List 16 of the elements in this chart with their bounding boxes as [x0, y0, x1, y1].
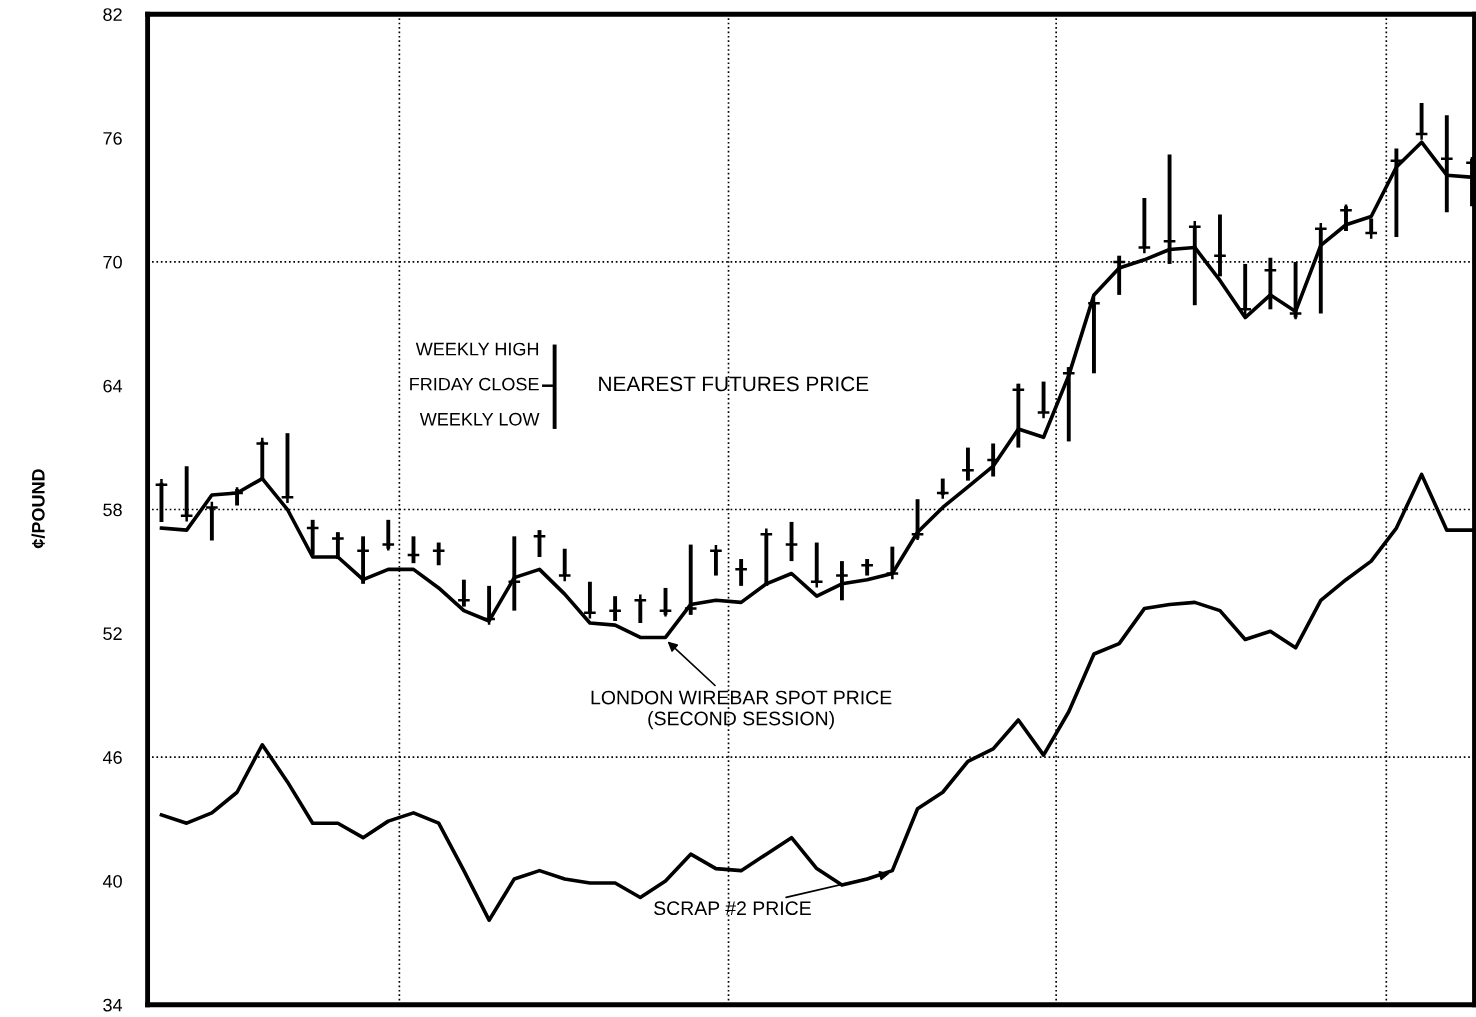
y-tick-label: 34 — [103, 998, 123, 1012]
y-tick-label: 52 — [103, 627, 122, 641]
annotation: SCRAP #2 PRICE — [654, 901, 811, 916]
y-tick-label: 70 — [103, 255, 122, 269]
annotation: WEEKLY LOW — [419, 412, 540, 426]
annotation: WEEKLY HIGH — [415, 342, 539, 356]
y-tick-label: 82 — [103, 8, 122, 21]
y-tick-label: 76 — [103, 131, 122, 145]
annotation: LONDON WIREBAR SPOT PRICE (SECOND SESSION) — [591, 690, 892, 730]
y-tick-label: 64 — [103, 379, 123, 393]
y-axis-title: ¢/POUND — [31, 469, 45, 549]
y-tick-label: 58 — [103, 503, 122, 517]
y-tick-label: 40 — [102, 874, 122, 888]
annotation: NEAREST FUTURES PRICE — [599, 376, 869, 392]
y-tick-label: 46 — [102, 751, 122, 764]
annotation: FRIDAY CLOSE — [410, 377, 539, 391]
